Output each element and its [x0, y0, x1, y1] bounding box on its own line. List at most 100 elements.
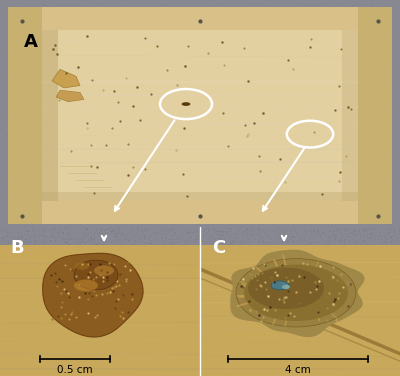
Point [143, 57, 150, 63]
Point [50, 165, 57, 171]
Point [344, 100, 350, 106]
Point [262, 26, 268, 32]
Point [121, 171, 128, 177]
Point [85, 39, 92, 45]
Point [58, 33, 65, 39]
Point [199, 151, 206, 157]
Point [230, 93, 237, 99]
Point [42, 85, 49, 91]
Point [332, 190, 338, 196]
Point [159, 229, 166, 235]
Point [228, 90, 235, 96]
Point [309, 70, 316, 76]
Point [27, 82, 34, 88]
Point [56, 52, 62, 58]
Point [237, 40, 243, 46]
Point [300, 235, 307, 241]
Point [249, 110, 256, 116]
Point [386, 172, 392, 178]
Point [216, 235, 222, 241]
Point [234, 238, 241, 244]
Point [163, 224, 170, 230]
Point [120, 147, 126, 153]
Point [124, 58, 131, 64]
Point [351, 133, 358, 139]
Point [46, 223, 52, 229]
Point [372, 38, 379, 44]
Point [36, 231, 42, 237]
Point [50, 95, 57, 101]
Point [392, 70, 398, 76]
Point [236, 135, 242, 141]
Point [24, 152, 31, 158]
Point [285, 238, 292, 244]
Point [61, 184, 67, 190]
Point [358, 49, 365, 55]
Point [310, 18, 317, 24]
Point [9, 163, 15, 169]
Point [392, 68, 398, 74]
Point [337, 225, 343, 231]
Point [61, 232, 68, 238]
Point [105, 146, 112, 152]
Point [291, 4, 298, 10]
Point [310, 130, 316, 136]
Point [181, 237, 187, 243]
Point [114, 27, 120, 33]
Point [213, 0, 219, 4]
Point [294, 92, 300, 98]
Point [20, 82, 26, 88]
Point [390, 72, 397, 78]
Point [30, 65, 37, 71]
Point [352, 228, 358, 234]
Point [365, 86, 372, 92]
Point [275, 82, 281, 88]
Point [200, 232, 206, 238]
Point [178, 30, 184, 36]
Point [211, 112, 218, 118]
Point [303, 144, 310, 150]
Point [259, 45, 265, 51]
Point [107, 164, 113, 170]
Point [48, 149, 54, 155]
Point [71, 96, 77, 102]
Point [238, 233, 245, 239]
Point [236, 84, 243, 90]
Point [51, 215, 58, 221]
Point [243, 227, 249, 233]
Point [43, 238, 49, 244]
Point [32, 118, 38, 124]
Point [177, 93, 184, 99]
Point [137, 224, 144, 230]
Point [157, 230, 163, 237]
Point [98, 83, 104, 89]
Point [354, 227, 360, 233]
Point [344, 9, 350, 15]
Point [373, 132, 379, 138]
Point [389, 216, 396, 222]
Point [212, 208, 218, 214]
Point [249, 177, 256, 183]
Point [210, 87, 216, 93]
Point [131, 134, 138, 140]
Point [269, 164, 275, 170]
Point [343, 214, 349, 220]
Point [338, 197, 344, 203]
Point [85, 236, 91, 242]
Point [174, 143, 181, 149]
Point [93, 152, 99, 158]
Point [143, 228, 150, 234]
Point [79, 75, 85, 81]
Point [272, 239, 279, 245]
Point [152, 207, 158, 213]
Point [374, 187, 380, 193]
Point [0, 235, 5, 241]
Point [343, 70, 349, 76]
Point [195, 89, 202, 96]
Point [14, 74, 20, 80]
Point [326, 176, 332, 182]
Point [150, 238, 156, 244]
Point [307, 153, 314, 159]
Point [286, 89, 292, 95]
Point [374, 6, 380, 12]
